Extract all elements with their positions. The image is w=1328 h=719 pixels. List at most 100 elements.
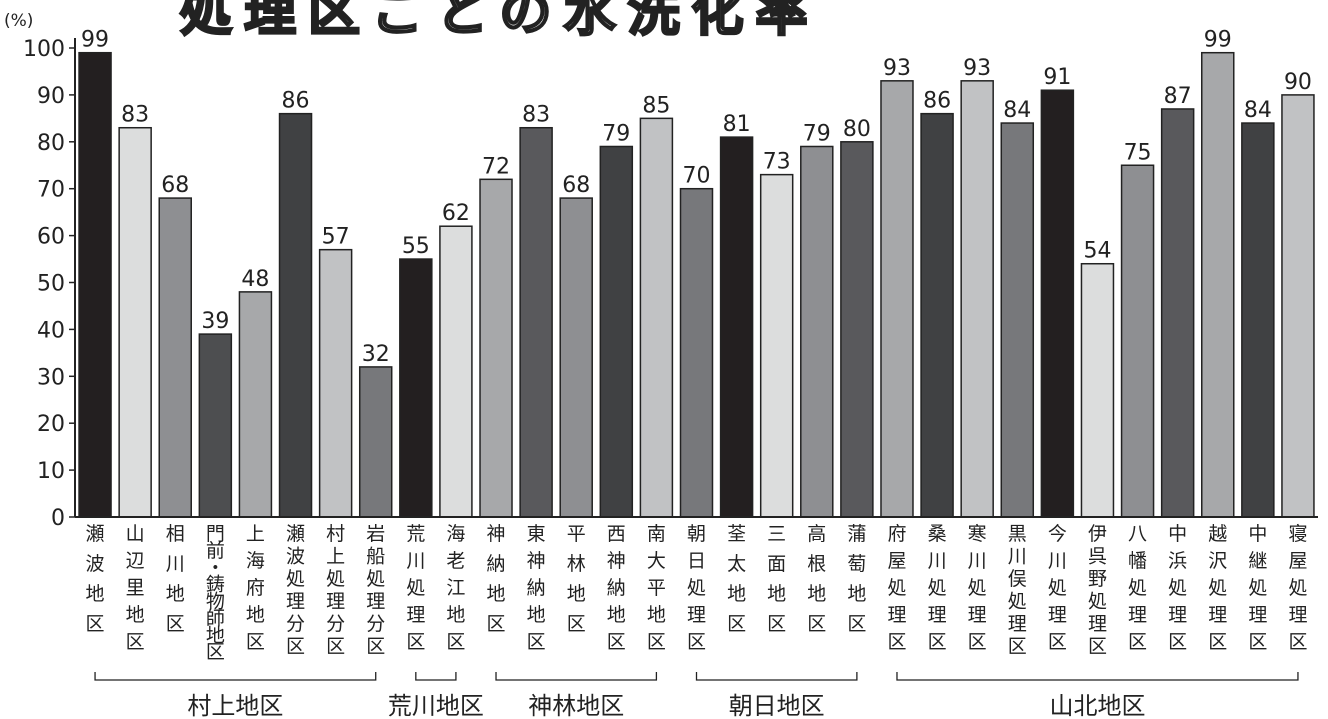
category-char: 東 [527,523,546,545]
category-char: 地 [647,604,666,626]
category-char: 地 [607,604,626,626]
category-char: 地 [86,583,105,605]
value-label: 80 [843,117,871,142]
category-char: 門 [206,523,225,545]
y-tick-label: 0 [51,506,65,531]
category-char: 西 [607,523,626,545]
category-char: 川 [1008,546,1027,568]
category-label: 村上処理分区 [326,523,345,658]
category-char: 黒 [1008,523,1027,545]
category-char: 海 [446,523,465,545]
category-char: 区 [687,631,706,653]
category-label: 高根地区 [807,523,826,635]
category-label: 瀬波処理分区 [286,523,305,658]
value-label: 84 [1244,98,1272,123]
category-char: 処 [1248,577,1267,599]
value-label: 72 [482,154,510,179]
value-label: 86 [923,89,951,114]
category-char: 船 [366,546,385,568]
category-char: 理 [366,591,385,613]
category-char: 地 [206,624,225,646]
bar [679,187,714,518]
bar [960,80,994,518]
bar [358,366,393,518]
category-char: 処 [968,577,987,599]
value-label: 86 [282,89,310,114]
category-char: 理 [1048,604,1067,626]
category-char: 波 [286,546,305,568]
category-char: 根 [807,553,826,575]
group-bracket [415,672,457,681]
category-char: 処 [366,568,385,590]
category-char: 処 [286,568,305,590]
group-bracket [94,672,377,681]
category-char: 処 [1048,577,1067,599]
category-char: 南 [647,523,666,545]
category-char: 鋳 [206,573,225,596]
chart-title: 処理区ごとの水洗化率 [180,0,819,43]
category-char: 太 [727,553,746,575]
bar [479,178,513,518]
value-label: 54 [1083,239,1111,264]
category-label: 平林地区 [567,523,586,635]
category-char: 理 [1248,604,1267,626]
category-label: 蒲萄地区 [847,523,866,635]
category-char: 地 [767,583,786,605]
bar [238,291,273,518]
bar [1000,122,1035,518]
category-char: 理 [1168,604,1187,626]
category-char: 海 [246,550,265,572]
category-char: 荒 [406,523,425,545]
category-char: 神 [607,550,626,572]
bar [519,126,553,518]
value-label: 75 [1124,140,1152,165]
bar [920,112,954,518]
category-char: 波 [86,553,105,575]
category-char: 区 [406,631,425,653]
category-char: 山 [126,523,145,545]
category-char: 神 [487,523,506,545]
category-char: 納 [607,577,626,599]
category-char: 三 [767,523,786,545]
category-char: 分 [286,613,305,635]
category-char: 理 [1128,604,1147,626]
category-char: 八 [1128,523,1147,545]
category-char: 平 [567,523,586,545]
category-char: 越 [1208,523,1227,545]
category-label: 桑川処理区 [928,523,947,653]
category-char: 幡 [1128,550,1147,572]
category-char: 理 [687,604,706,626]
value-label: 91 [1043,65,1071,90]
group-bracket [896,672,1299,681]
category-char: 大 [647,550,666,572]
category-char: 地 [446,604,465,626]
category-char: 区 [206,641,225,663]
category-char: 処 [406,577,425,599]
category-char: 区 [1168,631,1187,653]
category-char: 区 [366,636,385,658]
category-char: 納 [487,553,506,575]
value-label: 84 [1003,98,1031,123]
category-char: 分 [366,613,385,635]
bar [639,117,674,518]
category-char: 物 [206,591,225,613]
category-char: 岩 [366,523,385,545]
category-char: 辺 [126,550,145,572]
category-label: 黒川俣処理区 [1008,523,1027,658]
value-label: 39 [201,309,229,334]
category-char: 寒 [968,523,987,545]
group-label: 神林地区 [528,692,624,719]
category-char: 地 [807,583,826,605]
bar [318,248,353,518]
bars [78,51,1315,518]
category-char: 相 [166,523,185,545]
y-tick-label: 20 [37,412,65,437]
category-char: 老 [446,550,465,572]
category-label: 東神納地区 [527,523,546,653]
category-label: 八幡処理区 [1128,523,1147,653]
category-char: 理 [928,604,947,626]
category-char: 寝 [1288,523,1307,545]
category-char: 処 [1008,591,1027,613]
category-char: 処 [326,568,345,590]
category-char: 地 [527,604,546,626]
